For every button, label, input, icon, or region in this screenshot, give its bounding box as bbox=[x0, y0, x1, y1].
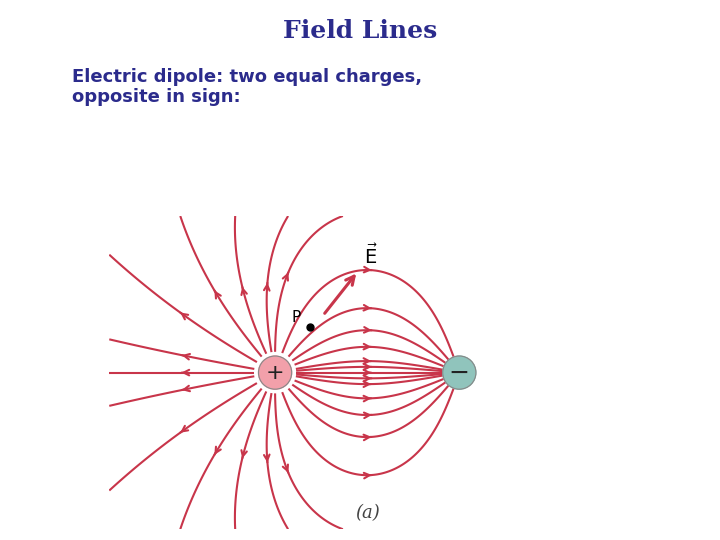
FancyArrowPatch shape bbox=[364, 358, 371, 364]
FancyArrowPatch shape bbox=[364, 435, 372, 440]
FancyArrowPatch shape bbox=[364, 473, 372, 478]
FancyArrowPatch shape bbox=[364, 327, 372, 333]
FancyArrowPatch shape bbox=[181, 370, 189, 375]
FancyArrowPatch shape bbox=[241, 450, 247, 458]
FancyArrowPatch shape bbox=[181, 426, 188, 433]
FancyArrowPatch shape bbox=[215, 447, 221, 455]
FancyArrowPatch shape bbox=[364, 376, 372, 381]
FancyArrowPatch shape bbox=[182, 386, 190, 391]
FancyArrowPatch shape bbox=[364, 364, 372, 369]
Text: Electric dipole: two equal charges,
opposite in sign:: Electric dipole: two equal charges, oppo… bbox=[72, 68, 422, 106]
Text: Field Lines: Field Lines bbox=[283, 19, 437, 43]
FancyArrowPatch shape bbox=[364, 267, 372, 272]
FancyArrowPatch shape bbox=[264, 283, 269, 291]
Text: +: + bbox=[266, 362, 284, 383]
FancyArrowPatch shape bbox=[364, 396, 371, 401]
FancyArrowPatch shape bbox=[241, 287, 247, 295]
Text: P: P bbox=[292, 310, 301, 325]
FancyArrowPatch shape bbox=[364, 344, 371, 349]
FancyArrowPatch shape bbox=[283, 273, 288, 281]
FancyArrowPatch shape bbox=[364, 305, 372, 310]
FancyArrowPatch shape bbox=[264, 455, 269, 462]
FancyArrowPatch shape bbox=[215, 291, 221, 299]
FancyArrowPatch shape bbox=[364, 370, 371, 375]
Text: (a): (a) bbox=[355, 504, 379, 522]
Circle shape bbox=[258, 356, 292, 389]
FancyArrowPatch shape bbox=[182, 354, 190, 360]
Circle shape bbox=[443, 356, 476, 389]
FancyArrowPatch shape bbox=[364, 381, 371, 387]
Text: $\vec{\mathrm{E}}$: $\vec{\mathrm{E}}$ bbox=[364, 244, 377, 268]
Text: −: − bbox=[449, 361, 470, 384]
FancyArrowPatch shape bbox=[181, 313, 188, 319]
FancyArrowPatch shape bbox=[364, 413, 372, 418]
FancyArrowPatch shape bbox=[283, 464, 288, 472]
